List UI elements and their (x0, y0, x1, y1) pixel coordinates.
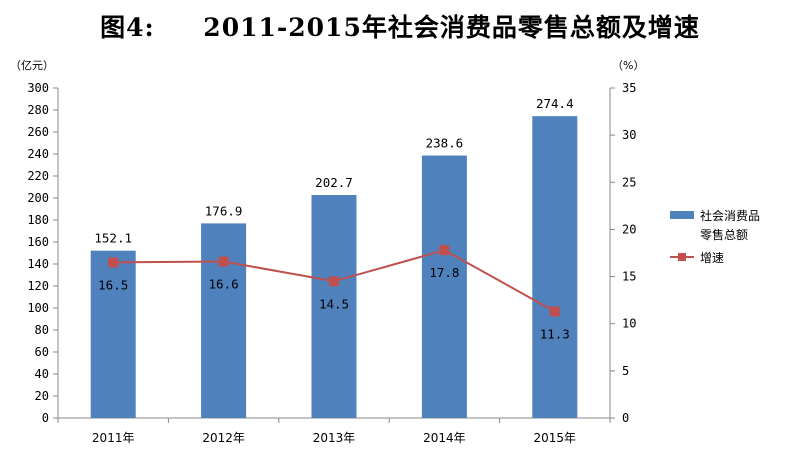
bar (90, 250, 136, 418)
bar (421, 155, 467, 419)
y-left-tick-label: 40 (35, 367, 49, 381)
y-left-tick-label: 80 (35, 323, 49, 337)
y-right-tick-label: 20 (622, 222, 636, 236)
y-left-tick-label: 200 (27, 191, 49, 205)
bar-value-label: 274.4 (536, 96, 574, 111)
x-tick-label: 2013年 (313, 431, 356, 445)
y-left-tick-label: 60 (35, 345, 49, 359)
y-left-tick-label: 180 (27, 213, 49, 227)
axes: 0204060801001201401601802002202402602803… (10, 59, 644, 445)
line-value-label: 16.5 (98, 277, 128, 292)
legend-label: 增速 (700, 251, 724, 265)
x-tick-label: 2014年 (423, 431, 466, 445)
y-right-tick-label: 5 (622, 364, 629, 378)
line-point (439, 245, 450, 256)
y-right-tick-label: 10 (622, 317, 636, 331)
y-right-tick-label: 15 (622, 270, 636, 284)
line-point (218, 256, 229, 267)
bar (311, 195, 357, 418)
y-left-tick-label: 280 (27, 103, 49, 117)
line-point (549, 306, 560, 317)
legend-line-marker (678, 253, 686, 261)
data-labels: 152.1 176.9 202.7 238.6 274.4 16.5 16.6 14.5 17.… (94, 96, 573, 341)
line-series (108, 245, 560, 317)
line-value-label: 16.6 (209, 276, 239, 291)
x-tick-label: 2015年 (534, 431, 577, 445)
line-value-label: 11.3 (540, 326, 570, 341)
bar-value-label: 238.6 (426, 136, 464, 151)
y-left-tick-label: 120 (27, 279, 49, 293)
y-left-tick-label: 100 (27, 301, 49, 315)
legend-label: 社会消费品 (700, 208, 760, 223)
legend-label: 零售总额 (700, 227, 748, 242)
x-tick-label: 2012年 (202, 431, 245, 445)
bar-value-label: 176.9 (205, 203, 243, 218)
y-left-tick-label: 0 (42, 411, 49, 425)
bar-series (90, 116, 578, 419)
line-value-label: 17.8 (429, 265, 459, 280)
y-left-tick-label: 140 (27, 257, 49, 271)
y-left-tick-label: 260 (27, 125, 49, 139)
y-left-tick-label: 20 (35, 389, 49, 403)
bar (201, 223, 247, 418)
y-right-tick-label: 0 (622, 411, 629, 425)
y-left-tick-label: 300 (27, 81, 49, 95)
y-left-tick-label: 240 (27, 147, 49, 161)
bar-value-label: 152.1 (94, 231, 132, 246)
legend-bar-swatch (670, 211, 694, 219)
line-value-label: 14.5 (319, 296, 349, 311)
chart-title: 图4: 2011-2015年社会消费品零售总额及增速 (100, 13, 700, 42)
bar-value-label: 202.7 (315, 175, 353, 190)
x-tick-label: 2011年 (92, 431, 135, 445)
bar (532, 116, 578, 418)
y-right-tick-label: 35 (622, 81, 636, 95)
y-right-unit: （%） (612, 59, 644, 72)
y-left-unit: （亿元） (10, 59, 54, 72)
y-right-tick-label: 25 (622, 175, 636, 189)
line-point (329, 276, 339, 287)
line-point (108, 257, 119, 268)
y-right-tick-label: 30 (622, 128, 636, 142)
y-left-tick-label: 160 (27, 235, 49, 249)
y-left-tick-label: 220 (27, 169, 49, 183)
